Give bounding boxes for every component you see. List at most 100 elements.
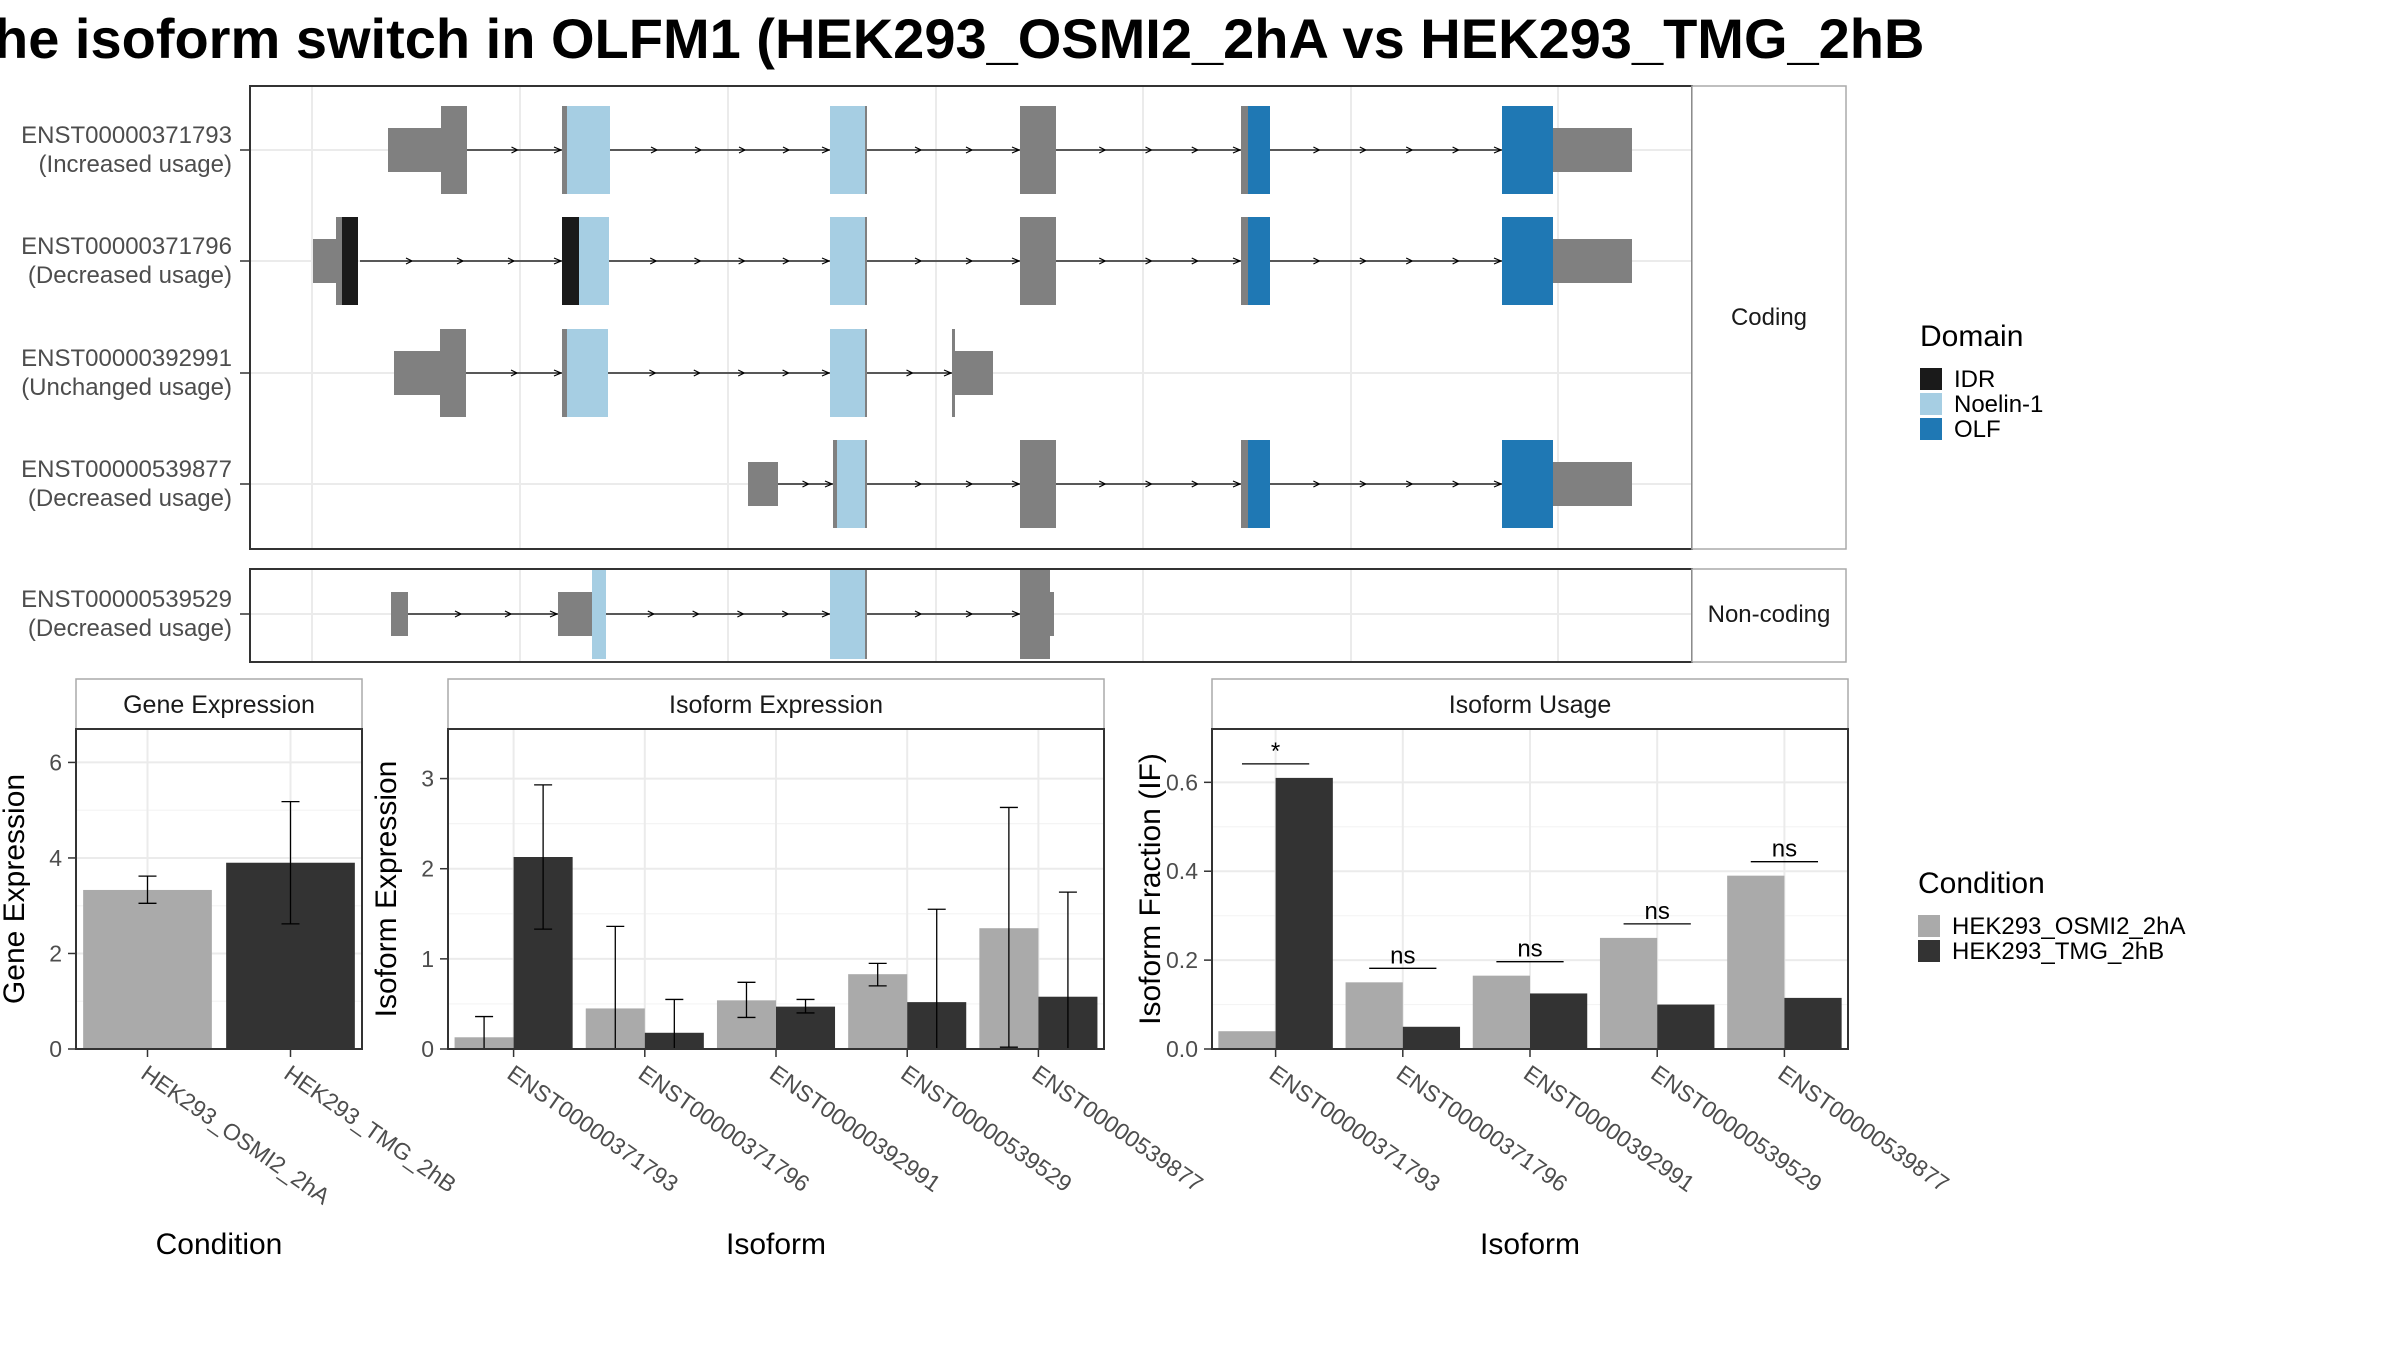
exon-block [1248, 440, 1270, 528]
intron-arrow [1011, 146, 1021, 154]
intron-arrow [553, 369, 563, 377]
legend-label: Noelin-1 [1954, 391, 2043, 418]
intron-arrow [507, 257, 516, 265]
intron-arrow [1493, 480, 1503, 488]
intron-arrow [1452, 480, 1460, 488]
exon-block [1020, 569, 1050, 659]
chart-strip [447, 678, 1105, 730]
exon-block [342, 217, 358, 305]
structure-panel-bg [250, 569, 1692, 662]
intron-arrow [781, 610, 790, 618]
exon-block [833, 440, 837, 528]
exon-block [865, 440, 867, 528]
y-tick-label: 0 [49, 1036, 62, 1062]
intron-arrow [1452, 257, 1460, 265]
intron-arrow [1011, 480, 1021, 488]
intron-arrow [694, 146, 703, 154]
intron-arrow [965, 257, 974, 265]
y-tick-label: 2 [421, 856, 434, 882]
transcript-id-label: ENST00000371796 [21, 233, 232, 260]
y-axis-title: Gene Expression [0, 774, 31, 1004]
intron-arrow [650, 146, 659, 154]
x-axis-title: Condition [156, 1228, 283, 1261]
x-axis-title: Isoform [726, 1228, 826, 1261]
exon-block [865, 569, 867, 659]
transcript-usage-label: (Increased usage) [39, 151, 232, 178]
exon-block [865, 329, 867, 417]
intron-arrow [1191, 257, 1200, 265]
exon-block [830, 106, 865, 194]
legend-swatch [1918, 940, 1940, 962]
exon-block [837, 440, 865, 528]
legend-label: HEK293_OSMI2_2hA [1952, 913, 2185, 940]
intron-arrow [1145, 146, 1153, 154]
y-tick-label: 1 [421, 946, 434, 972]
intron-arrow [738, 146, 747, 154]
bar [1727, 875, 1785, 1049]
intron-arrow [649, 257, 658, 265]
intron-arrow [1145, 480, 1153, 488]
transcript-row-ENST00000371793 [388, 106, 1632, 194]
legend-title: Condition [1918, 867, 2045, 900]
structure-panel-bg [250, 86, 1692, 549]
intron-arrow [914, 257, 923, 265]
intron-arrow [1011, 610, 1021, 618]
figure-title: he isoform switch in OLFM1 (HEK293_OSMI2… [0, 7, 1924, 70]
chart-strip-title: Isoform Expression [669, 691, 883, 719]
chart-panel-border [447, 728, 1105, 1050]
exon-block [592, 569, 606, 659]
intron-arrow [549, 610, 559, 618]
intron-arrow [821, 146, 831, 154]
exon-block [955, 351, 993, 395]
intron-arrow [1313, 257, 1321, 265]
exon-block [830, 569, 865, 659]
intron-arrow [914, 480, 923, 488]
intron-arrow [802, 480, 810, 488]
intron-arrow [821, 610, 831, 618]
intron-arrow [649, 369, 657, 377]
exon-block [567, 329, 608, 417]
noncoding-strip [1691, 568, 1847, 663]
intron-arrow [647, 610, 656, 618]
exon-block [748, 462, 778, 506]
bar [1784, 997, 1842, 1049]
exon-block [1248, 106, 1270, 194]
exon-block [391, 592, 408, 636]
exon-block [394, 351, 445, 395]
bar [1275, 777, 1333, 1049]
transcript-id-label: ENST00000371793 [21, 122, 232, 149]
y-tick-label: 0.4 [1166, 858, 1198, 884]
significance-label: ns [1517, 936, 1542, 963]
exon-block [1241, 217, 1248, 305]
intron-arrow [965, 146, 974, 154]
intron-arrow [1405, 146, 1414, 154]
transcript-usage-label: (Decreased usage) [28, 485, 232, 512]
y-tick-label: 4 [49, 845, 62, 871]
intron-arrow [504, 610, 513, 618]
chart-strip [1211, 678, 1849, 730]
y-axis-title: Isoform Fraction (IF) [1134, 753, 1167, 1025]
intron-arrow [914, 610, 923, 618]
intron-arrow [1359, 257, 1368, 265]
intron-arrow [914, 146, 923, 154]
intron-arrow [694, 257, 702, 265]
intron-arrow [553, 257, 563, 265]
exon-block [865, 106, 867, 194]
coding-strip [1691, 85, 1847, 550]
chart-panel-border [1211, 728, 1849, 1050]
bar [1530, 993, 1588, 1049]
transcript-usage-label: (Unchanged usage) [21, 374, 232, 401]
intron-arrow [943, 369, 953, 377]
exon-block [562, 329, 567, 417]
transcript-row-ENST00000371796 [313, 217, 1632, 305]
y-tick-label: 2 [49, 940, 62, 966]
transcript-usage-label: (Decreased usage) [28, 615, 232, 642]
transcript-row-ENST00000539877 [748, 440, 1632, 528]
significance-label: * [1271, 738, 1280, 765]
significance-label: ns [1772, 836, 1797, 863]
intron-arrow [1191, 480, 1200, 488]
legend-label: IDR [1954, 366, 1995, 393]
intron-arrow [782, 257, 791, 265]
